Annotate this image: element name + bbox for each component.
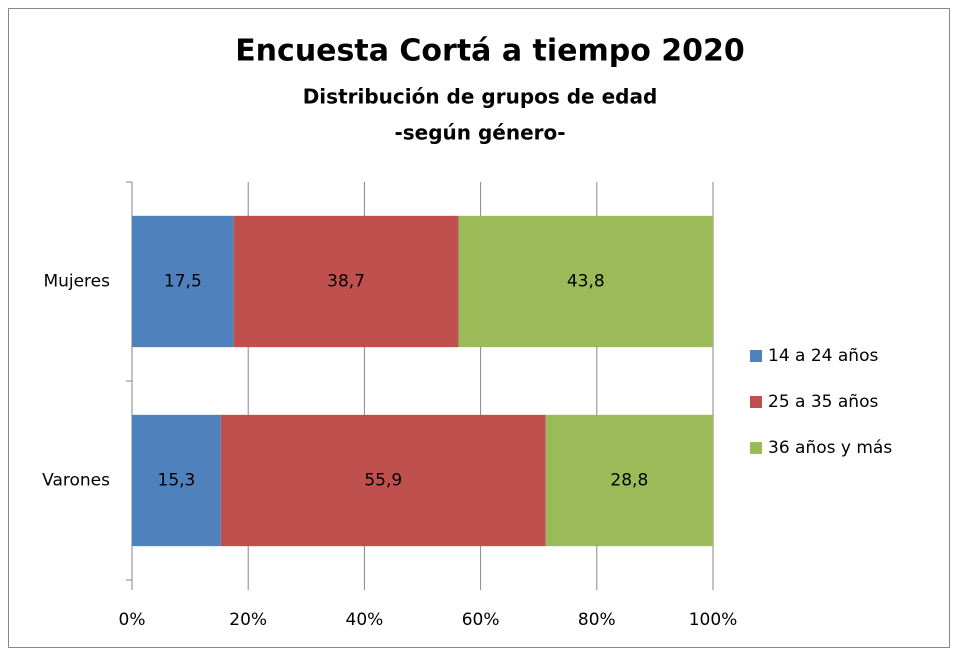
bar-segment bbox=[458, 215, 713, 348]
x-tick-label: 40% bbox=[346, 610, 384, 630]
data-label: 43,8 bbox=[567, 272, 605, 292]
bar-segment bbox=[132, 414, 221, 547]
chart-subtitle: -según género- bbox=[394, 121, 565, 145]
data-label: 55,9 bbox=[364, 471, 402, 491]
bar-segment bbox=[132, 215, 234, 348]
chart-title: Encuesta Cortá a tiempo 2020 bbox=[235, 34, 745, 69]
x-tick-label: 20% bbox=[229, 610, 267, 630]
bar-segment bbox=[233, 215, 459, 348]
data-label: 28,8 bbox=[610, 471, 648, 491]
data-label: 15,3 bbox=[158, 471, 196, 491]
legend-label: 25 a 35 años bbox=[768, 392, 878, 412]
legend-label: 14 a 24 años bbox=[768, 346, 878, 366]
data-label: 17,5 bbox=[164, 272, 202, 292]
legend-swatch bbox=[750, 442, 762, 454]
legend-swatch bbox=[750, 350, 762, 362]
data-label: 38,7 bbox=[327, 272, 365, 292]
legend-swatch bbox=[750, 396, 762, 408]
x-tick-label: 0% bbox=[119, 610, 146, 630]
x-tick-label: 60% bbox=[462, 610, 500, 630]
bar-segment bbox=[220, 414, 546, 547]
legend-label: 36 años y más bbox=[768, 438, 892, 458]
y-tick-label: Mujeres bbox=[43, 272, 110, 292]
x-tick-label: 80% bbox=[578, 610, 616, 630]
chart-subtitle: Distribución de grupos de edad bbox=[303, 85, 658, 109]
x-tick-label: 100% bbox=[689, 610, 738, 630]
bar-segment bbox=[545, 414, 713, 547]
y-tick-label: Varones bbox=[42, 471, 110, 491]
